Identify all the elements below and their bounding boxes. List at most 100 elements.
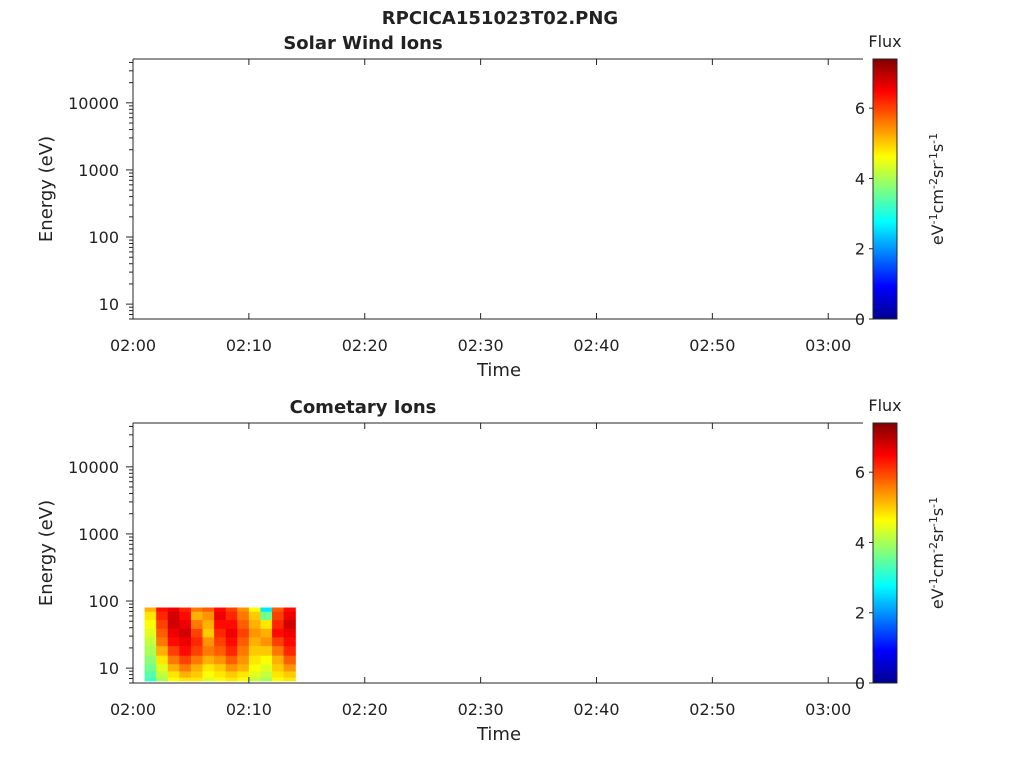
- heatmap-cell: [156, 655, 169, 665]
- heatmap-cell: [248, 607, 262, 613]
- x-tick-label: 03:00: [805, 700, 851, 719]
- heatmap-cell: [248, 664, 262, 672]
- heatmap-cell: [179, 677, 192, 682]
- heatmap-cell: [237, 620, 250, 630]
- heatmap-cell: [202, 620, 215, 630]
- heatmap-cell: [214, 671, 227, 679]
- panel-1: Solar Wind Ions 02:00 02:10 02:20 02:30 02:40…: [36, 32, 947, 381]
- heatmap-cell: [202, 677, 215, 682]
- y-axis-label: Energy (eV): [36, 136, 57, 242]
- heatmap-cell: [260, 677, 273, 682]
- heatmap-cell: [283, 677, 296, 682]
- heatmap-cell: [283, 628, 296, 638]
- x-tick-label: 02:10: [226, 700, 272, 719]
- heatmap-cell: [179, 611, 192, 621]
- colorbar-tick-label: 2: [855, 604, 865, 623]
- x-axis-label: Time: [476, 724, 521, 745]
- heatmap-cell: [283, 664, 296, 672]
- heatmap-cell: [144, 671, 157, 679]
- heatmap-cell: [202, 671, 215, 679]
- heatmap-cell: [248, 655, 262, 665]
- heatmap-cell: [225, 628, 238, 638]
- heatmap-cell: [156, 646, 169, 657]
- heatmap-cell: [260, 628, 273, 638]
- y-tick-label: 100: [88, 592, 119, 611]
- colorbar-gradient: [872, 422, 898, 684]
- heatmap-cell: [202, 646, 215, 657]
- x-tick-label: 02:40: [573, 336, 619, 355]
- heatmap-cell: [260, 637, 273, 647]
- heatmap-cell: [190, 664, 204, 672]
- heatmap-cell: [248, 611, 262, 621]
- heatmap-cell: [272, 677, 285, 682]
- heatmap-cell: [167, 646, 180, 657]
- heatmap-cell: [144, 677, 157, 682]
- x-tick-label: 02:20: [342, 336, 388, 355]
- y-tick-label: 1000: [78, 161, 119, 180]
- heatmap-cell: [167, 620, 180, 630]
- x-tick-label: 02:00: [110, 336, 156, 355]
- heatmap-cell: [167, 628, 180, 638]
- heatmap-cell: [167, 671, 180, 679]
- colorbar-tick-label: 2: [855, 240, 865, 259]
- heatmap-cell: [237, 671, 250, 679]
- heatmap-cell: [272, 664, 285, 672]
- x-tick-label: 02:30: [458, 336, 504, 355]
- colorbar: Flux 0 2 4 6 eV-1cm-2sr-1s-1: [855, 396, 947, 693]
- heatmap-cell: [179, 607, 192, 613]
- x-tick-label: 02:10: [226, 336, 272, 355]
- heatmap-cell: [202, 628, 215, 638]
- heatmap-cell: [179, 655, 192, 665]
- heatmap-cell: [156, 664, 169, 672]
- heatmap-cell: [225, 677, 238, 682]
- x-axis-label: Time: [476, 360, 521, 381]
- heatmap-cell: [190, 655, 204, 665]
- heatmap-cell: [248, 646, 262, 657]
- heatmap-cell: [214, 637, 227, 647]
- heatmap-cell: [202, 611, 215, 621]
- figure-title: RPCICA151023T02.PNG: [382, 8, 618, 29]
- heatmap-cell: [248, 637, 262, 647]
- heatmap-cell: [156, 671, 169, 679]
- heatmap-cell: [237, 611, 250, 621]
- heatmap-cell: [260, 671, 273, 679]
- x-tick-label: 03:00: [805, 336, 851, 355]
- heatmap-cell: [156, 677, 169, 682]
- colorbar-tick-label: 0: [855, 674, 865, 693]
- heatmap-cell: [248, 620, 262, 630]
- heatmap-cell: [156, 620, 169, 630]
- heatmap-cell: [225, 637, 238, 647]
- colorbar-title: Flux: [868, 396, 901, 415]
- x-tick-label: 02:50: [689, 336, 735, 355]
- colorbar-tick-label: 0: [855, 310, 865, 329]
- heatmap-cell: [214, 620, 227, 630]
- heatmap-cell: [283, 607, 296, 613]
- heatmap-cell: [214, 677, 227, 682]
- colorbar: Flux 0 2 4 6 eV-1cm-2sr-1s-1: [855, 32, 947, 329]
- heatmap-cell: [225, 664, 238, 672]
- heatmap-cell: [283, 620, 296, 630]
- heatmap-cell: [237, 646, 250, 657]
- x-tick-label: 02:40: [573, 700, 619, 719]
- heatmap-cell: [202, 637, 215, 647]
- heatmap-cell: [144, 655, 157, 665]
- heatmap-cell: [260, 664, 273, 672]
- heatmap-cell: [237, 607, 250, 613]
- heatmap: [144, 607, 296, 682]
- heatmap-cell: [167, 677, 180, 682]
- heatmap-cell: [214, 611, 227, 621]
- heatmap-cell: [237, 664, 250, 672]
- heatmap-cell: [283, 637, 296, 647]
- heatmap-cell: [144, 611, 157, 621]
- heatmap-cell: [248, 671, 262, 679]
- heatmap-cell: [167, 607, 180, 613]
- heatmap-cell: [202, 655, 215, 665]
- heatmap-cell: [248, 677, 262, 682]
- heatmap-cell: [272, 611, 285, 621]
- y-tick-label: 10000: [68, 94, 119, 113]
- heatmap-cell: [225, 655, 238, 665]
- heatmap-cell: [144, 628, 157, 638]
- y-tick-label: 1000: [78, 525, 119, 544]
